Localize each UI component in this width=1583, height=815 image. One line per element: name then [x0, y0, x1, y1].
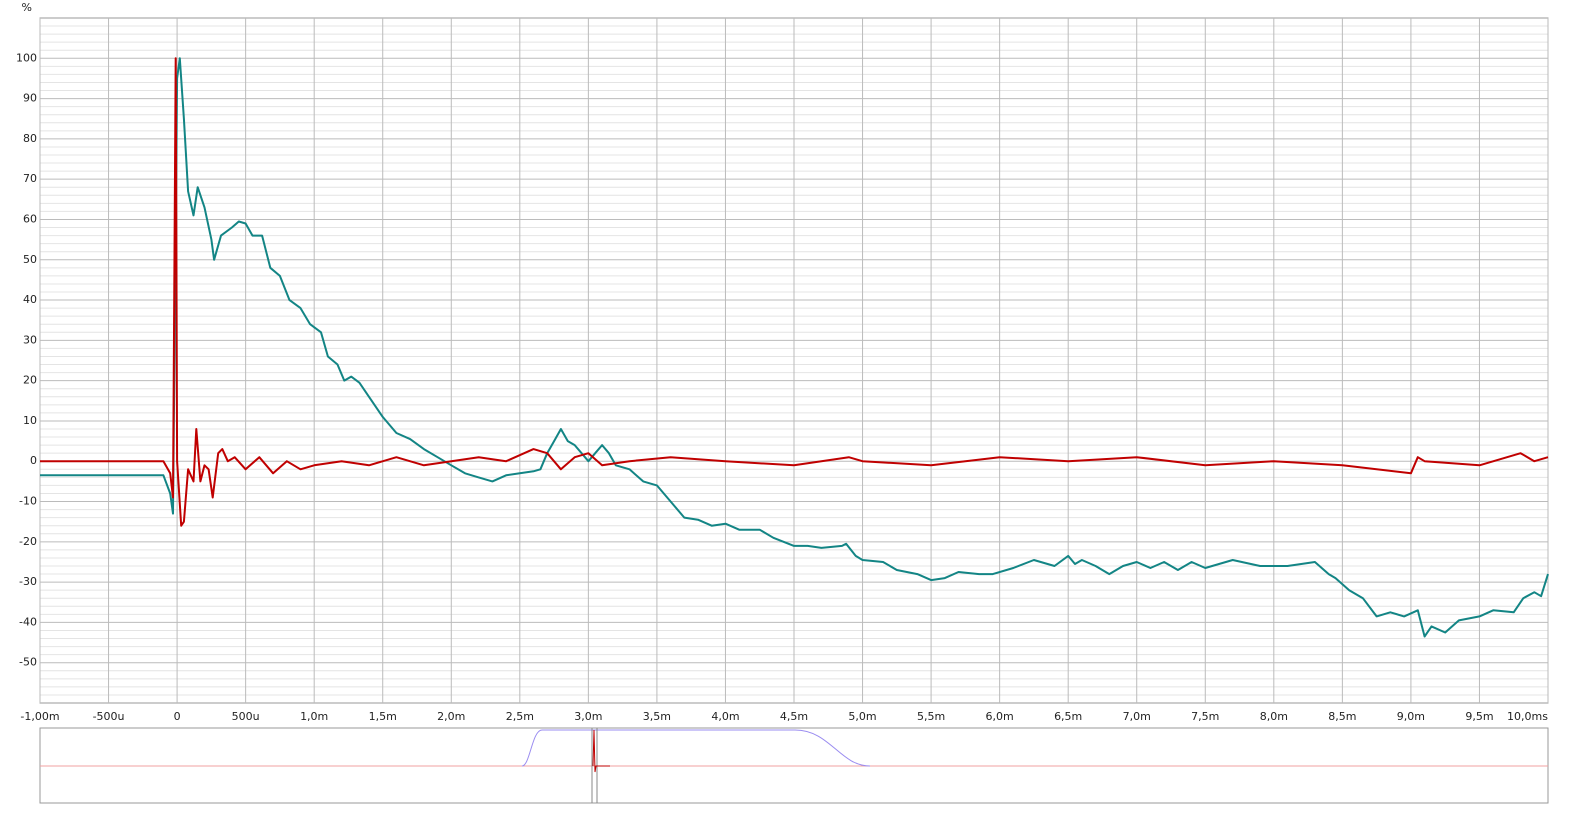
- x-tick-label: 6,5m: [1054, 710, 1082, 723]
- x-tick-label: 9,5m: [1465, 710, 1493, 723]
- y-tick-label: 0: [30, 454, 37, 467]
- x-tick-label: -500u: [93, 710, 125, 723]
- x-tick-label: -1,00m: [20, 710, 59, 723]
- x-tick-label: 8,0m: [1260, 710, 1288, 723]
- x-tick-label: 3,0m: [574, 710, 602, 723]
- x-tick-label: 4,5m: [780, 710, 808, 723]
- x-tick-label: 1,5m: [369, 710, 397, 723]
- x-tick-label: 2,0m: [437, 710, 465, 723]
- x-tick-label: 5,5m: [917, 710, 945, 723]
- x-tick-label: 0: [174, 710, 181, 723]
- y-tick-label: 40: [23, 293, 37, 306]
- y-tick-label: -50: [19, 656, 37, 669]
- x-tick-label: 4,0m: [711, 710, 739, 723]
- y-tick-label: 90: [23, 92, 37, 105]
- y-tick-label: 100: [16, 51, 37, 64]
- x-tick-label: 7,0m: [1123, 710, 1151, 723]
- y-tick-label: -10: [19, 495, 37, 508]
- y-tick-label: 70: [23, 172, 37, 185]
- data-line: [40, 57, 1549, 638]
- y-axis-label: %: [22, 1, 32, 14]
- data-line: [40, 57, 1549, 527]
- y-tick-label: 60: [23, 212, 37, 225]
- x-tick-label: 3,5m: [643, 710, 671, 723]
- x-tick-label: 6,0m: [986, 710, 1014, 723]
- x-tick-label: 1,0m: [300, 710, 328, 723]
- y-tick-label: 20: [23, 374, 37, 387]
- overview-trace: [592, 729, 610, 773]
- y-tick-label: 30: [23, 333, 37, 346]
- y-tick-label: -40: [19, 615, 37, 628]
- x-tick-label: 2,5m: [506, 710, 534, 723]
- y-tick-label: -20: [19, 535, 37, 548]
- overview-panel: [39, 727, 1549, 804]
- x-tick-label: 5,0m: [848, 710, 876, 723]
- x-tick-label: 7,5m: [1191, 710, 1219, 723]
- y-tick-label: 50: [23, 253, 37, 266]
- x-tick-label: 8,5m: [1328, 710, 1356, 723]
- x-tick-label: 9,0m: [1397, 710, 1425, 723]
- y-tick-label: 80: [23, 132, 37, 145]
- x-tick-label: 10,0ms: [1507, 710, 1548, 723]
- x-tick-label: 500u: [232, 710, 260, 723]
- overview-window: [521, 729, 871, 767]
- y-tick-label: 10: [23, 414, 37, 427]
- y-tick-label: -30: [19, 575, 37, 588]
